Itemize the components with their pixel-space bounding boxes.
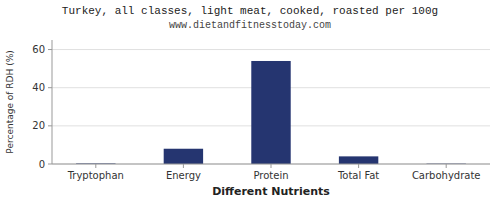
x-tick	[183, 164, 184, 168]
subtitle: www.dietandfitnesstoday.com	[169, 20, 331, 31]
grid-line	[52, 49, 490, 50]
x-tick-label: Carbohydrate	[412, 170, 481, 181]
x-tick-label: Total Fat	[337, 170, 379, 181]
bar	[339, 156, 378, 164]
y-tick	[48, 49, 52, 50]
chart: Turkey, all classes, light meat, cooked,…	[0, 0, 500, 200]
y-axis: 0 20 40 60	[32, 40, 52, 170]
x-tick	[446, 164, 447, 168]
title: Turkey, all classes, light meat, cooked,…	[62, 5, 438, 17]
y-tick	[48, 87, 52, 88]
x-tick-label: Energy	[166, 170, 201, 181]
x-tick	[358, 164, 359, 168]
bar	[251, 61, 290, 164]
grid	[52, 50, 490, 164]
y-tick-label: 20	[32, 120, 45, 131]
x-axis-label: Different Nutrients	[212, 185, 330, 198]
y-tick-label: 40	[32, 82, 45, 93]
y-tick-label: 0	[39, 159, 45, 170]
bar	[164, 149, 203, 164]
y-axis-label: Percentage of RDH (%)	[5, 50, 15, 153]
y-axis-line	[52, 40, 53, 164]
y-tick	[48, 125, 52, 126]
y-tick	[48, 164, 52, 165]
chart-container: Turkey, all classes, light meat, cooked,…	[0, 0, 500, 200]
x-axis: Tryptophan Energy Protein Total Fat Carbohyd…	[52, 164, 490, 181]
x-tick	[271, 164, 272, 168]
bars	[76, 61, 466, 164]
x-tick-label: Tryptophan	[67, 170, 124, 181]
y-tick-label: 60	[32, 44, 45, 55]
x-tick-label: Protein	[253, 170, 288, 181]
x-tick	[95, 164, 96, 168]
